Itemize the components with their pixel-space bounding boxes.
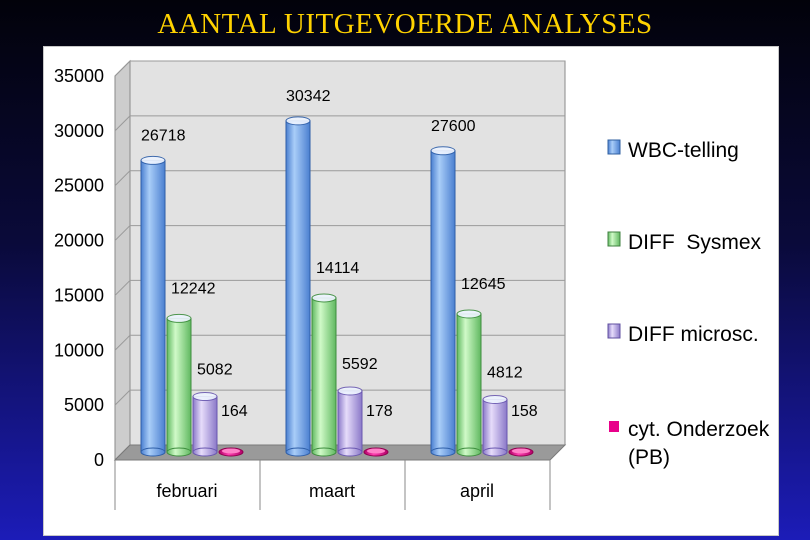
y-tick-label: 30000 [54, 121, 104, 141]
legend: WBC-telling DIFF Sysmex DIFF microsc. cy… [607, 139, 770, 469]
category-label: maart [309, 481, 355, 501]
chart-side-wall [114, 59, 131, 462]
bar-sysmex-maart [311, 293, 337, 457]
data-label-cyt: 178 [366, 403, 393, 420]
gridline-side [114, 225, 131, 241]
y-tick-label: 35000 [54, 66, 104, 86]
bar-cyt-februari [218, 447, 244, 457]
bar-wbc-maart [285, 116, 311, 457]
data-label-cyt: 164 [221, 403, 248, 420]
y-tick-label: 15000 [54, 285, 104, 305]
data-label-sysmex: 14114 [316, 260, 359, 277]
y-axis-ticks: 0 5000 10000 15000 20000 25000 30000 35000 [54, 66, 104, 470]
data-label-sysmex: 12242 [171, 280, 216, 297]
category-label: april [460, 481, 494, 501]
legend-swatch-micro [607, 323, 621, 339]
data-label-micro: 5592 [342, 356, 378, 373]
legend-label-cyt: cyt. Onderzoek [628, 418, 770, 441]
gridline-side [114, 334, 131, 351]
gridline-side [114, 170, 131, 187]
data-label-cyt: 158 [511, 403, 538, 420]
data-label-wbc: 27600 [431, 118, 476, 135]
data-label-wbc: 26718 [141, 127, 186, 144]
slide-title: AANTAL UITGEVOERDE ANALYSES [157, 8, 653, 40]
gridline-side [114, 389, 131, 406]
gridline-side [114, 115, 131, 132]
gridline-side [114, 280, 131, 296]
y-tick-label: 5000 [64, 395, 104, 415]
bar-micro-februari [192, 392, 218, 457]
category-label: februari [156, 481, 217, 501]
legend-label-sysmex: DIFF Sysmex [628, 231, 762, 254]
data-label-micro: 5082 [197, 362, 233, 379]
bars [140, 116, 534, 457]
bar-wbc-april [430, 146, 456, 457]
legend-label-wbc: WBC-telling [628, 139, 739, 162]
gridline-side [114, 60, 131, 77]
bar-micro-maart [337, 386, 363, 457]
bar-wbc-februari [140, 155, 166, 457]
y-tick-label: 25000 [54, 176, 104, 196]
legend-label-cyt-pb: (PB) [628, 446, 670, 469]
bar-cyt-april [508, 447, 534, 457]
legend-swatch-cyt [609, 421, 619, 432]
data-label-wbc: 30342 [286, 88, 331, 105]
legend-swatch-sysmex [607, 231, 621, 247]
y-tick-label: 10000 [54, 340, 104, 360]
bar-sysmex-april [456, 309, 482, 457]
bar-sysmex-februari [166, 313, 192, 457]
data-label-micro: 4812 [487, 364, 523, 381]
y-tick-label: 20000 [54, 231, 104, 251]
legend-swatch-wbc [607, 139, 621, 155]
bar-micro-april [482, 394, 508, 457]
data-labels: 26718 30342 27600 12242 14114 12645 5082 5592 48… [141, 88, 538, 420]
bar-cyt-maart [363, 447, 389, 457]
data-label-sysmex: 12645 [461, 276, 506, 293]
y-tick-label: 0 [94, 450, 104, 470]
legend-label-micro: DIFF microsc. [628, 323, 759, 346]
